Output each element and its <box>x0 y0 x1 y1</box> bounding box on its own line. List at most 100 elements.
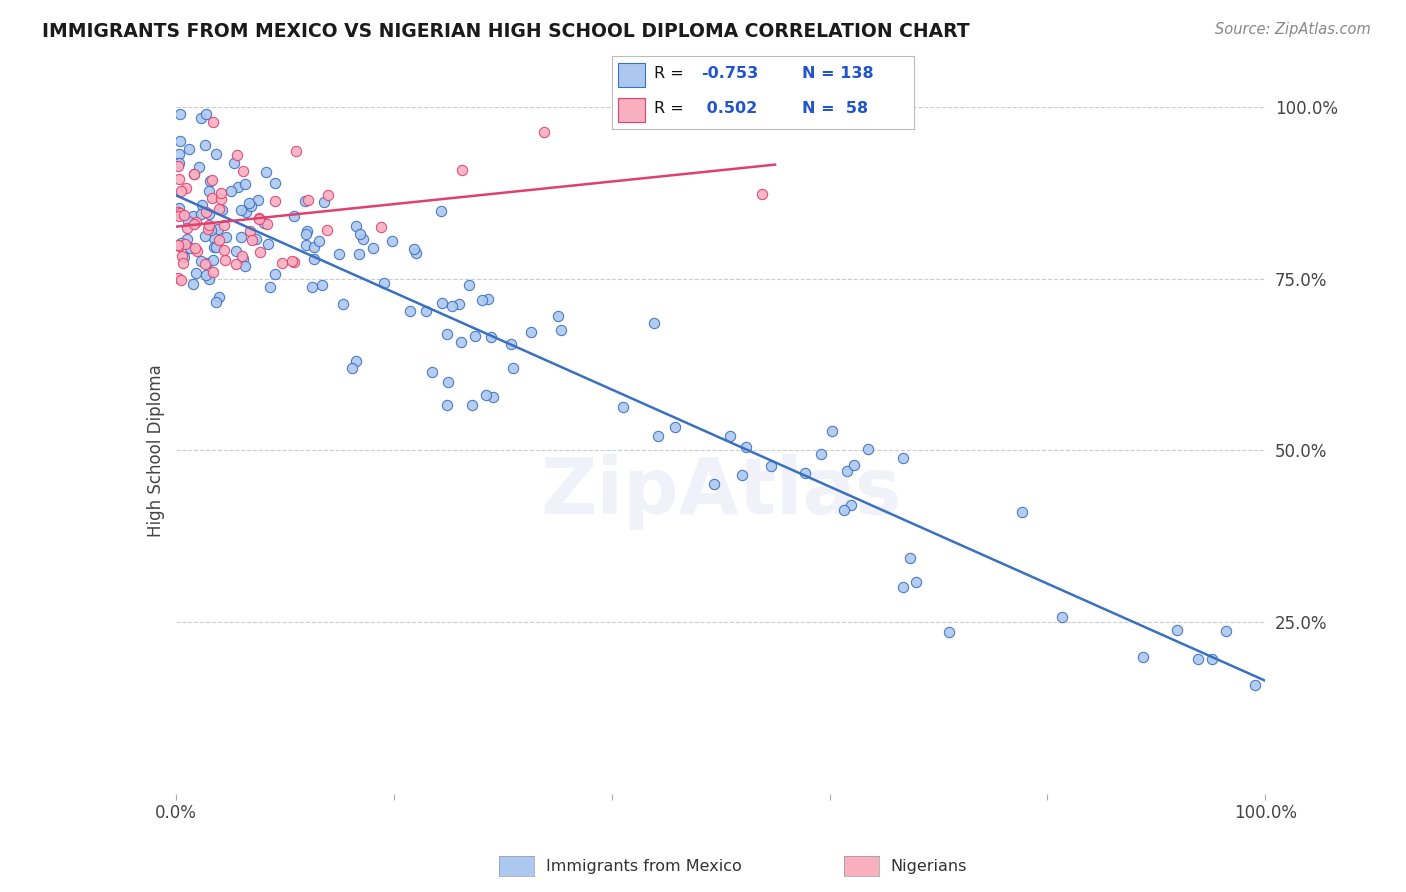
Point <box>169 134 191 148</box>
Point <box>190 207 212 221</box>
Point <box>308 234 330 248</box>
Point <box>301 280 323 294</box>
Point <box>271 256 294 270</box>
Point <box>253 216 276 230</box>
Point <box>471 293 494 307</box>
Point <box>283 255 305 269</box>
Text: -0.753: -0.753 <box>700 66 758 81</box>
Point <box>208 290 231 304</box>
Point <box>731 468 754 483</box>
Point <box>464 329 486 343</box>
Point <box>202 231 225 245</box>
Point <box>169 205 191 219</box>
Point <box>212 219 235 233</box>
Point <box>183 167 205 181</box>
Point <box>172 249 194 263</box>
Point <box>294 227 316 241</box>
Point <box>810 447 832 461</box>
Point <box>533 125 555 139</box>
Point <box>1050 609 1073 624</box>
Point <box>233 178 256 192</box>
Point <box>315 223 337 237</box>
Point <box>233 259 256 273</box>
Point <box>208 234 231 248</box>
Point <box>184 214 207 228</box>
Point <box>201 173 224 187</box>
Point <box>209 186 232 200</box>
Point <box>224 156 246 170</box>
Point <box>232 252 254 266</box>
Point <box>201 253 224 268</box>
Point <box>664 419 686 434</box>
Point <box>167 209 190 223</box>
Point <box>219 185 242 199</box>
Point <box>938 624 960 639</box>
Point <box>839 498 862 512</box>
Point <box>247 212 270 227</box>
Point <box>197 184 219 198</box>
Point <box>194 137 217 152</box>
Point <box>295 225 318 239</box>
Point <box>461 398 484 412</box>
Point <box>238 196 260 211</box>
Point <box>344 353 367 368</box>
Point <box>247 193 270 207</box>
Point <box>176 220 198 235</box>
Point <box>312 194 335 209</box>
Point <box>344 219 367 233</box>
Point <box>188 160 211 174</box>
Point <box>1201 651 1223 665</box>
Point <box>904 574 927 589</box>
Point <box>186 244 208 259</box>
Point <box>844 458 866 472</box>
Point <box>316 188 339 202</box>
Point <box>482 390 505 404</box>
Point <box>295 237 318 252</box>
Point <box>373 276 395 290</box>
Point <box>225 148 247 162</box>
Point <box>457 277 479 292</box>
Point <box>169 146 191 161</box>
Point <box>342 361 364 376</box>
Point <box>225 257 247 271</box>
Text: 0.502: 0.502 <box>700 102 756 116</box>
Point <box>170 236 193 251</box>
Point <box>264 267 287 281</box>
Point <box>247 211 270 226</box>
Point <box>209 192 232 206</box>
Point <box>194 257 217 271</box>
Point <box>169 107 191 121</box>
Point <box>432 296 454 310</box>
Point <box>191 198 214 212</box>
Point <box>703 476 725 491</box>
Point <box>177 142 200 156</box>
Point <box>332 297 354 311</box>
Point <box>205 294 228 309</box>
Point <box>179 241 201 255</box>
Point <box>398 304 420 318</box>
Point <box>475 388 498 402</box>
Point <box>420 365 443 379</box>
Bar <box>617 98 645 122</box>
Point <box>891 580 914 594</box>
Point <box>450 334 472 349</box>
Point <box>256 236 278 251</box>
Text: R =: R = <box>654 102 689 116</box>
Point <box>201 115 224 129</box>
Point <box>195 205 218 219</box>
Text: Immigrants from Mexico: Immigrants from Mexico <box>546 859 741 873</box>
Point <box>1011 505 1033 519</box>
Bar <box>617 62 645 87</box>
Point <box>186 266 208 280</box>
Point <box>173 250 195 264</box>
Point <box>311 278 333 293</box>
Point <box>172 256 194 270</box>
Point <box>231 249 253 263</box>
Point <box>821 424 844 438</box>
Point <box>430 203 453 218</box>
Point <box>304 252 326 266</box>
Point <box>198 174 221 188</box>
Point <box>205 147 228 161</box>
Point <box>405 245 427 260</box>
Point <box>858 442 880 456</box>
